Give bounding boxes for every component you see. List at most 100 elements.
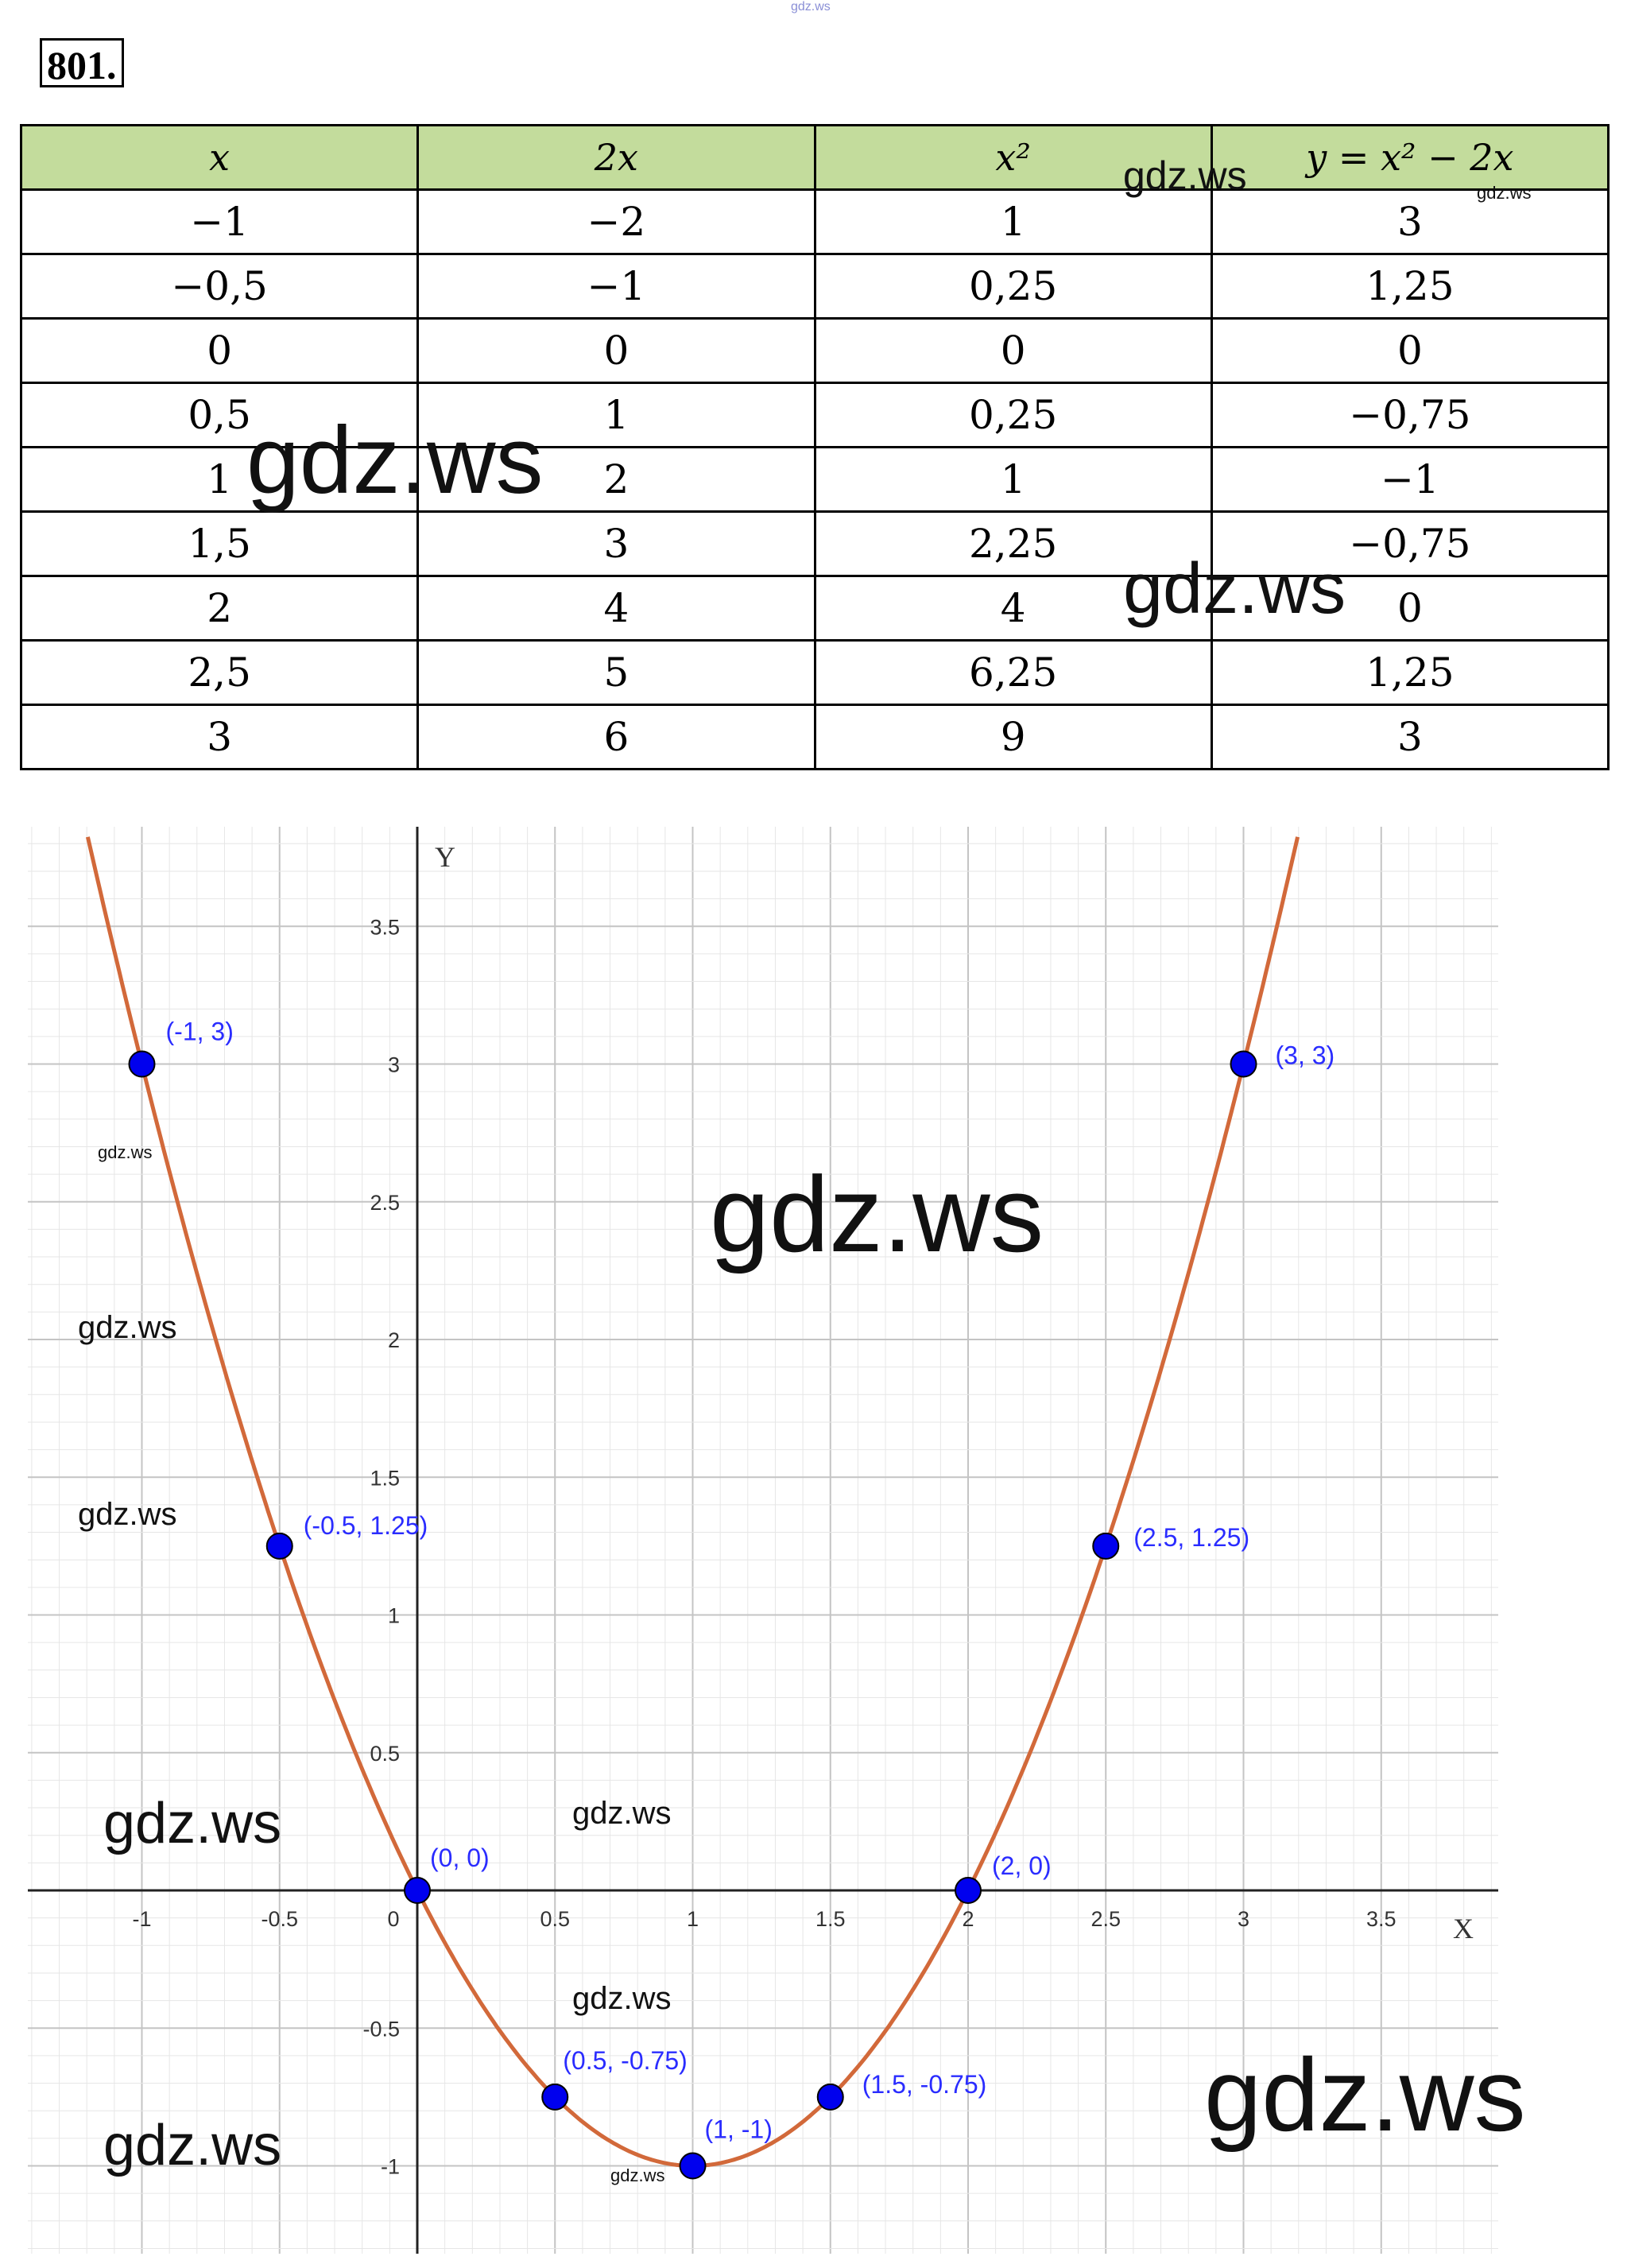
table-header-row: x 2x x² y = x² − 2x [19,124,1610,191]
data-point-label: (0, 0) [430,1843,490,1872]
values-table: x 2x x² y = x² − 2x −1 −2 1 3 −0,5 −1 0,25 1,25… [19,124,1610,770]
table-cell: 0 [1210,317,1610,384]
table-cell: 5 [416,639,816,706]
data-point [265,1532,293,1560]
table-cell: −0,75 [1210,382,1610,448]
top-watermark: gdz.ws [791,0,831,14]
table-header-cell: 2x [416,124,816,191]
watermark: gdz.ws [78,1310,177,1345]
data-point-label: (1, -1) [705,2115,773,2144]
table-cell: 0,25 [813,253,1213,320]
table-cell: 3 [1210,704,1610,770]
data-point [404,1877,431,1904]
table-cell: 0 [813,317,1213,384]
data-point-label: (3, 3) [1276,1041,1335,1070]
data-point-label: (2, 0) [992,1851,1052,1880]
y-axis-label: Y [435,841,455,873]
table-cell: 2 [416,446,816,513]
data-point-label: (-1, 3) [166,1018,234,1046]
table-header-cell: y = x² − 2x [1210,124,1610,191]
table-cell: 1 [813,188,1213,255]
table-cell: 1,5 [19,510,420,577]
x-tick-label: 0.5 [540,1907,570,1931]
data-point [816,2083,844,2111]
y-tick-label: 1 [388,1604,400,1628]
table-cell: 9 [813,704,1213,770]
table-header-cell: x [19,124,420,191]
table-cell: 2 [19,575,420,642]
table-cell: 3 [416,510,816,577]
y-tick-label: 2.5 [370,1191,400,1215]
table-cell: 2,25 [813,510,1213,577]
table-cell: −1 [19,188,420,255]
x-tick-label: -0.5 [261,1907,298,1931]
table-cell: −1 [1210,446,1610,513]
watermark: gdz.ws [1477,183,1532,203]
watermark: gdz.ws [1123,153,1247,198]
data-point [679,2152,707,2180]
table-row: 1 2 1 −1 [19,446,1610,513]
table-cell: 1,25 [1210,253,1610,320]
data-point-label: (2.5, 1.25) [1133,1523,1249,1552]
table-cell: 3 [1210,188,1610,255]
table-cell: 1 [19,446,420,513]
table-cell: −0,75 [1210,510,1610,577]
table-cell: −1 [416,253,816,320]
x-tick-label: 0 [387,1907,399,1931]
table-cell: 4 [813,575,1213,642]
watermark: gdz.ws [710,1154,1044,1274]
data-point-label: (0.5, -0.75) [563,2046,688,2075]
table-row: 0,5 1 0,25 −0,75 [19,382,1610,448]
y-tick-label: 1.5 [370,1466,400,1490]
table-row: 2,5 5 6,25 1,25 [19,639,1610,706]
table-cell: −2 [416,188,816,255]
y-tick-label: 0.5 [370,1742,400,1766]
x-tick-label: 3 [1238,1907,1249,1931]
watermark: gdz.ws [103,2114,282,2177]
watermark: gdz.ws [572,1796,672,1831]
data-point-label: (-0.5, 1.25) [304,1511,428,1540]
watermark: gdz.ws [246,407,544,514]
table-row: −1 −2 1 3 [19,188,1610,255]
x-tick-label: 2.5 [1090,1907,1121,1931]
y-tick-label: -0.5 [362,2017,400,2041]
watermark: gdz.ws [610,2165,665,2185]
x-tick-label: 3.5 [1366,1907,1397,1931]
y-tick-label: -1 [381,2155,400,2179]
watermark: gdz.ws [1123,549,1346,629]
table-cell: 1,25 [1210,639,1610,706]
table-row: −0,5 −1 0,25 1,25 [19,253,1610,320]
x-tick-label: -1 [132,1907,151,1931]
table-cell: 0,25 [813,382,1213,448]
table-header-cell: x² [813,124,1213,191]
parabola-chart: -1 -0.5 0 0.5 1 1.5 2 2.5 3 3.5 -1 -0.5 0.5 1 1.5 2 2.5 3… [28,827,1498,2254]
table-cell: −0,5 [19,253,420,320]
watermark: gdz.ws [98,1142,153,1162]
y-tick-label: 3.5 [370,915,400,939]
table-row: 1,5 3 2,25 −0,75 [19,510,1610,577]
watermark: gdz.ws [1204,2037,1526,2153]
table-cell: 4 [416,575,816,642]
x-axis-label: X [1453,1913,1474,1944]
x-tick-label: 2 [962,1907,974,1931]
table-cell: 3 [19,704,420,770]
table-cell: 1 [416,382,816,448]
y-tick-label: 3 [388,1053,400,1077]
watermark: gdz.ws [572,1981,672,2016]
table-cell: 0,5 [19,382,420,448]
watermark: gdz.ws [103,1792,282,1855]
table-cell: 0 [1210,575,1610,642]
table-cell: 0 [19,317,420,384]
table-cell: 6 [416,704,816,770]
data-point [128,1050,156,1078]
data-point [1230,1050,1257,1078]
data-point-label: (1.5, -0.75) [862,2070,987,2099]
data-point [541,2083,569,2111]
table-cell: 1 [813,446,1213,513]
data-point [1092,1532,1120,1560]
data-point [955,1877,982,1904]
problem-number: 801. [40,38,124,87]
